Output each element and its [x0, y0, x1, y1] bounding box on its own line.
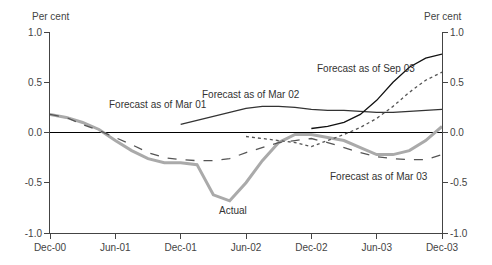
svg-text:Dec-02: Dec-02: [295, 242, 328, 253]
svg-text:Forecast as of Mar 02: Forecast as of Mar 02: [202, 89, 300, 100]
svg-text:1.0: 1.0: [450, 27, 464, 38]
svg-text:Jun-03: Jun-03: [361, 242, 392, 253]
svg-text:0.0: 0.0: [450, 127, 464, 138]
svg-text:-0.5: -0.5: [25, 177, 43, 188]
svg-text:Dec-00: Dec-00: [34, 242, 67, 253]
svg-text:Actual: Actual: [219, 205, 247, 216]
svg-text:Forecast as of Sep 03: Forecast as of Sep 03: [317, 63, 415, 74]
svg-text:Jun-02: Jun-02: [231, 242, 262, 253]
svg-text:-0.5: -0.5: [450, 177, 468, 188]
svg-text:0.5: 0.5: [28, 77, 42, 88]
svg-text:0.5: 0.5: [450, 77, 464, 88]
svg-text:0.0: 0.0: [28, 127, 42, 138]
svg-text:Per cent: Per cent: [32, 11, 69, 22]
svg-text:Forecast as of Mar 01: Forecast as of Mar 01: [109, 99, 207, 110]
svg-text:Jun-01: Jun-01: [100, 242, 131, 253]
svg-text:Forecast as of Mar 03: Forecast as of Mar 03: [330, 171, 428, 182]
svg-text:Dec-03: Dec-03: [426, 242, 459, 253]
svg-text:1.0: 1.0: [28, 27, 42, 38]
svg-text:Per cent: Per cent: [424, 11, 461, 22]
svg-text:-1.0: -1.0: [25, 228, 43, 239]
svg-text:Dec-01: Dec-01: [165, 242, 198, 253]
svg-text:-1.0: -1.0: [450, 228, 468, 239]
